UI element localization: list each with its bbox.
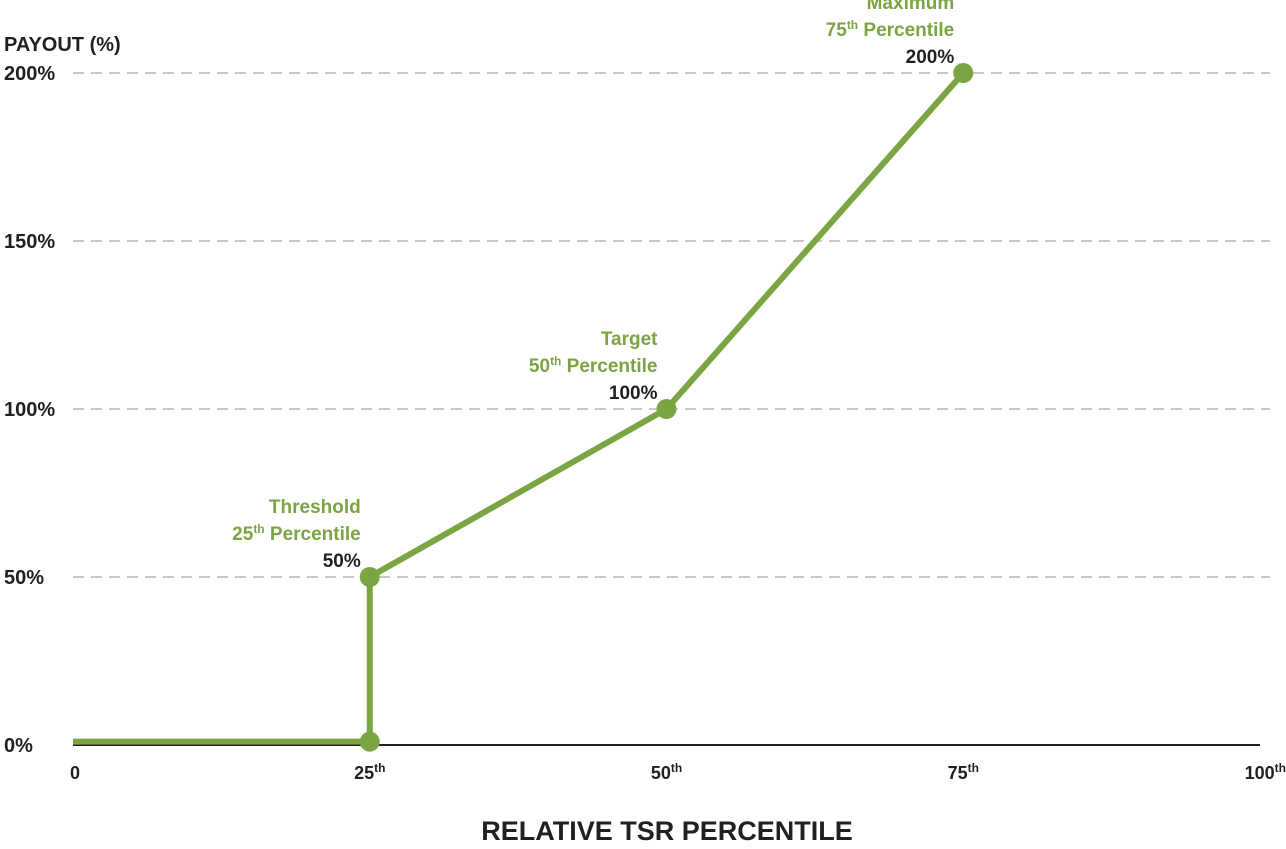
y-tick-label-1: 50% bbox=[4, 567, 44, 589]
annotation-percentile-1: 50th Percentile bbox=[529, 354, 658, 377]
annotation-0: Threshold 25th Percentile 50% bbox=[232, 497, 361, 572]
y-axis-title: PAYOUT (%) bbox=[4, 34, 121, 56]
data-markers bbox=[359, 63, 974, 752]
data-point-2 bbox=[656, 399, 677, 419]
annotation-1: Target 50th Percentile 100% bbox=[529, 329, 658, 404]
annotation-name-2: Maximum bbox=[867, 0, 955, 14]
annotation-name-0: Threshold bbox=[269, 497, 361, 518]
annotation-name-1: Target bbox=[601, 329, 658, 350]
x-tick-label-4: 100th bbox=[1245, 761, 1286, 783]
x-tick-labels: 0 25th 50th 75th 100th bbox=[70, 761, 1286, 783]
annotation-value-0: 50% bbox=[323, 551, 361, 572]
y-tick-label-3: 150% bbox=[4, 231, 55, 253]
data-point-1 bbox=[359, 567, 380, 587]
data-point-3 bbox=[953, 63, 974, 83]
x-tick-label-2: 50th bbox=[651, 761, 682, 783]
data-annotations: Threshold 25th Percentile 50% Target 50th Pe… bbox=[232, 0, 954, 572]
annotation-value-2: 200% bbox=[906, 47, 955, 68]
payout-series-line bbox=[73, 71, 966, 745]
data-point-0 bbox=[359, 731, 380, 752]
annotation-value-1: 100% bbox=[609, 383, 658, 404]
x-tick-label-0: 0 bbox=[70, 763, 80, 783]
y-tick-label-2: 100% bbox=[4, 399, 55, 421]
annotation-percentile-0: 25th Percentile bbox=[232, 522, 361, 545]
gridlines bbox=[73, 72, 1270, 578]
y-tick-labels: 0% 50% 100% 150% 200% bbox=[4, 63, 55, 757]
y-tick-label-0: 0% bbox=[4, 735, 33, 757]
x-axis-title: RELATIVE TSR PERCENTILE bbox=[481, 816, 853, 846]
y-tick-label-4: 200% bbox=[4, 63, 55, 85]
annotation-percentile-2: 75th Percentile bbox=[826, 18, 955, 41]
x-tick-label-3: 75th bbox=[948, 761, 979, 783]
annotation-2: Maximum 75th Percentile 200% bbox=[826, 0, 955, 68]
x-tick-label-1: 25th bbox=[354, 761, 385, 783]
